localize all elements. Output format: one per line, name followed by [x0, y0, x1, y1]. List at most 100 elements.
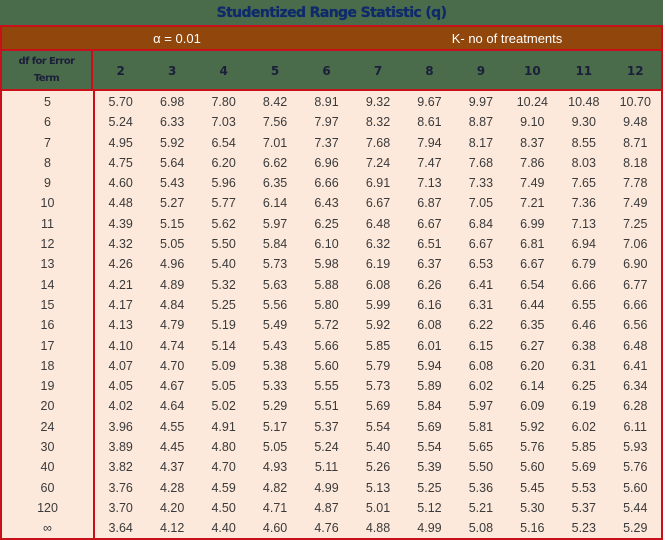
q-value-cell: 6.46: [571, 318, 596, 333]
q-value-cell: 4.64: [160, 399, 185, 414]
q-value-cell: 5.38: [262, 358, 288, 373]
q-value-cell: 5.40: [211, 257, 236, 272]
q-value-cell: 6.01: [417, 338, 442, 353]
q-value-cell: 4.10: [108, 338, 133, 353]
q-value-cell: 5.24: [314, 440, 339, 455]
q-value-cell: 6.33: [160, 115, 185, 130]
table-row: 4.17 4.84 5.25 5.56 5.80 5.99 6.16 6.31 6.44 6.55…: [95, 295, 661, 315]
q-value-cell: 8.91: [314, 95, 339, 109]
q-value-cell: 4.99: [314, 480, 339, 495]
q-value-cell: 6.56: [623, 318, 648, 333]
q-value-cell: 6.81: [520, 237, 545, 252]
column-header-row: df for Error Term 2 3 4 5 6 7 8 9 10 11 12: [2, 51, 661, 91]
q-value-cell: 9.97: [468, 95, 494, 109]
q-value-cell: 5.76: [520, 440, 545, 455]
q-value-cell: 6.22: [468, 318, 494, 333]
q-value-cell: 5.25: [417, 480, 442, 495]
q-value-cell: 4.82: [262, 480, 288, 495]
q-value-cell: 6.08: [365, 277, 391, 292]
q-value-cell: 6.20: [520, 358, 545, 373]
q-value-cell: 6.79: [571, 257, 596, 272]
q-value-cell: 6.41: [623, 358, 648, 373]
df-row: 6: [2, 112, 93, 132]
table-row: 4.26 4.96 5.40 5.73 5.98 6.19 6.37 6.53 6.67 6.79…: [95, 254, 661, 274]
df-value: 7: [44, 135, 51, 150]
q-value-cell: 5.50: [468, 460, 494, 475]
q-value-cell: 4.28: [160, 480, 185, 495]
q-value-cell: 6.19: [571, 399, 596, 414]
table-row: 4.07 4.70 5.09 5.38 5.60 5.79 5.94 6.08 6.20 6.31…: [95, 356, 661, 376]
q-value-cell: 5.92: [520, 419, 545, 434]
table-row: 5.24 6.33 7.03 7.56 7.97 8.32 8.61 8.87 9.10 9.30…: [95, 112, 661, 132]
q-value-cell: 6.66: [571, 277, 596, 292]
table-row: 4.60 5.43 5.96 6.35 6.66 6.91 7.13 7.33 7.49 7.65…: [95, 173, 661, 193]
q-value-cell: 6.10: [314, 237, 339, 252]
q-value-cell: 5.12: [417, 500, 442, 515]
q-value-cell: 5.37: [571, 500, 596, 515]
q-value-cell: 6.31: [468, 297, 494, 312]
k-column-header: 12: [626, 64, 644, 78]
q-value-cell: 6.90: [623, 257, 648, 272]
q-value-cell: 6.54: [520, 277, 545, 292]
parameter-band: α = 0.01 K- no of treatments: [2, 27, 661, 51]
table-row: 4.48 5.27 5.77 6.14 6.43 6.67 6.87 7.05 7.21 7.36…: [95, 193, 661, 213]
q-value-cell: 4.67: [160, 379, 185, 394]
q-value-cell: 6.91: [365, 176, 391, 191]
q-value-cell: 5.76: [623, 460, 648, 475]
df-row: ∞: [2, 518, 93, 538]
q-value-cell: 8.03: [571, 155, 596, 170]
k-column-header: 10: [524, 64, 541, 78]
q-value-cell: 5.14: [211, 338, 236, 353]
q-value-cell: 6.16: [417, 297, 442, 312]
q-value-cell: 4.79: [160, 318, 185, 333]
q-value-cell: 3.89: [108, 440, 133, 455]
q-value-cell: 5.17: [262, 419, 288, 434]
q-value-cell: 5.09: [211, 358, 236, 373]
df-value: 10: [40, 196, 55, 211]
df-value: 9: [44, 176, 51, 191]
q-value-cell: 7.78: [623, 176, 648, 191]
df-value: 19: [40, 379, 55, 394]
df-row: 20: [2, 396, 93, 416]
q-value-cell: 7.49: [623, 196, 648, 211]
q-value-cell: 5.84: [417, 399, 442, 414]
q-value-cell: 5.60: [314, 358, 339, 373]
q-value-cell: 6.44: [520, 297, 545, 312]
q-value-cell: 5.84: [262, 237, 288, 252]
q-value-cell: 6.54: [211, 135, 236, 150]
q-value-cell: 5.08: [468, 521, 494, 536]
q-value-cell: 4.88: [365, 521, 391, 536]
df-row: 8: [2, 153, 93, 173]
q-value-cell: 5.54: [417, 440, 442, 455]
table-row: 4.32 5.05 5.50 5.84 6.10 6.32 6.51 6.67 6.81 6.94…: [95, 234, 661, 254]
q-value-cell: 5.63: [262, 277, 288, 292]
k-column-header: 5: [270, 64, 280, 78]
q-values-grid: 5.70 6.98 7.80 8.42 8.91 9.32 9.67 9.97 10.24 10.…: [95, 91, 661, 539]
q-value-cell: 9.32: [365, 95, 391, 109]
q-value-cell: 3.76: [108, 480, 133, 495]
q-value-cell: 5.79: [365, 358, 391, 373]
q-value-cell: 5.92: [160, 135, 185, 150]
q-value-cell: 5.60: [623, 480, 648, 495]
q-value-cell: 5.99: [365, 297, 391, 312]
q-value-cell: 7.03: [211, 115, 236, 130]
q-value-cell: 6.77: [623, 277, 648, 292]
q-value-cell: 6.62: [262, 155, 288, 170]
q-value-cell: 4.96: [160, 257, 185, 272]
q-value-cell: 4.12: [160, 521, 185, 536]
q-value-cell: 3.64: [108, 521, 133, 536]
q-value-cell: 5.96: [211, 176, 236, 191]
q-value-cell: 5.19: [211, 318, 236, 333]
df-value: 40: [40, 460, 55, 475]
q-value-cell: 4.95: [108, 135, 133, 150]
df-value: 6: [44, 115, 51, 130]
q-value-cell: 10.24: [516, 95, 548, 109]
q-value-cell: 6.99: [520, 216, 545, 231]
q-value-cell: 5.55: [314, 379, 339, 394]
q-value-cell: 6.19: [365, 257, 391, 272]
k-column-header: 7: [373, 64, 383, 78]
q-value-cell: 9.48: [623, 115, 648, 130]
q-value-cell: 6.41: [468, 277, 494, 292]
q-value-cell: 5.51: [314, 399, 339, 414]
q-value-cell: 7.05: [468, 196, 494, 211]
